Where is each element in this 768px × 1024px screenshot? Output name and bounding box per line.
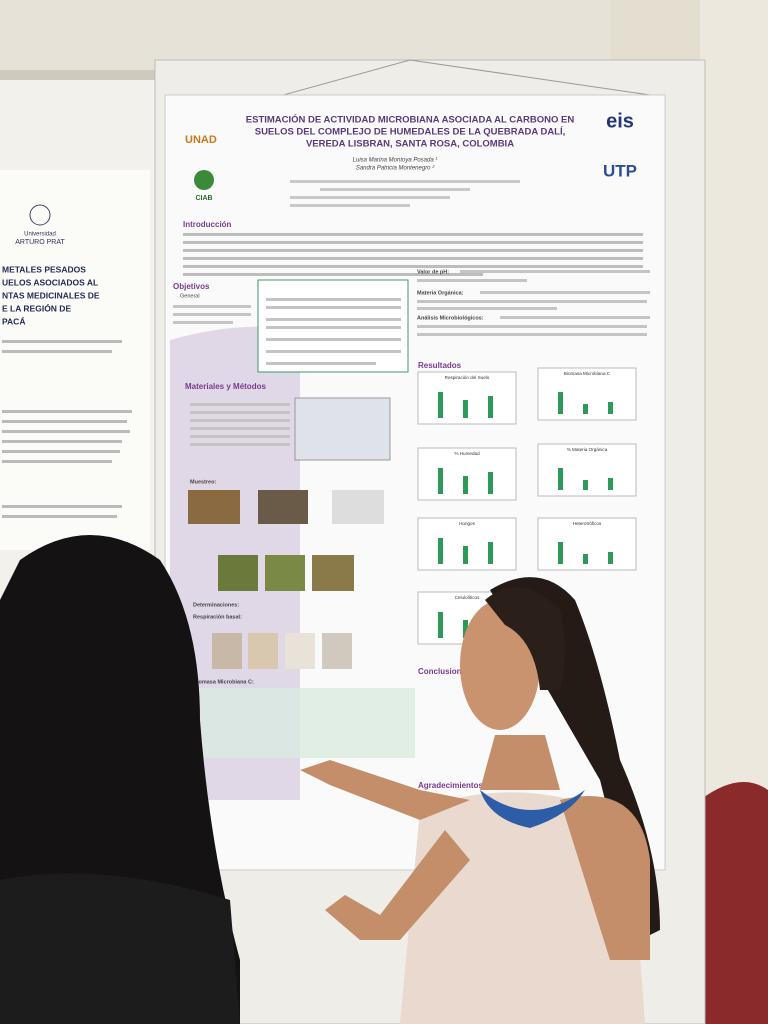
chart-bar-image — [558, 542, 563, 564]
chart-title: % Materia Orgánica — [567, 447, 608, 452]
subheading: Respiración basal: — [193, 614, 242, 620]
left-title: E LA REGIÓN DE — [2, 302, 71, 313]
logo-text: eis — [606, 110, 634, 132]
section-heading: Materiales y Métodos — [185, 382, 266, 391]
map — [294, 397, 391, 461]
subheading: Muestreo: — [190, 479, 216, 485]
biomass-box — [185, 688, 415, 758]
chart-bar-image — [488, 472, 493, 494]
subheading: General — [180, 293, 200, 299]
chart-title: Biomasa Microbiana C — [564, 371, 611, 376]
chart-bar-image — [488, 396, 493, 418]
chart-bar-image — [558, 392, 563, 414]
chart-bar-image — [438, 538, 443, 564]
subheading: Determinaciones: — [193, 602, 239, 608]
chart-bar-image — [463, 476, 468, 494]
chart-bar-image — [608, 402, 613, 414]
section-heading: Introducción — [183, 220, 232, 229]
poster-title: SUELOS DEL COMPLEJO DE HUMEDALES DE LA Q… — [255, 127, 566, 138]
subheading: Análisis Microbiológicos: — [417, 315, 484, 321]
chart-title: Heterotróficos — [573, 521, 602, 526]
chart-bar-image — [583, 480, 588, 490]
chart-bar-image — [583, 554, 588, 564]
right-text — [417, 270, 650, 336]
poster-title: ESTIMACIÓN DE ACTIVIDAD MICROBIANA ASOCI… — [246, 114, 575, 126]
methods-text — [190, 403, 290, 446]
logo-text: UTP — [603, 161, 637, 180]
author: Luisa Marina Montoya Posada ¹ — [353, 158, 438, 164]
left-title: NTAS MEDICINALES DE — [2, 290, 100, 300]
chart-bar-image — [583, 404, 588, 414]
left-title: METALES PESADOS — [2, 264, 86, 274]
logo-text: CIAB — [195, 195, 212, 202]
chart-title: Respiración del Suelo — [445, 375, 490, 380]
chart-title: Hongos — [459, 521, 476, 526]
chart-bar-image — [463, 546, 468, 564]
left-title: PACÁ — [2, 316, 25, 326]
section-heading: Conclusiones — [418, 667, 471, 676]
chart-bar-image — [488, 542, 493, 564]
chart-bar-image — [438, 612, 443, 638]
subheading: Materia Orgánica: — [417, 290, 464, 296]
author: Sandra Patricia Montenegro ² — [356, 166, 435, 172]
chart-title: Celulolíticos — [455, 595, 480, 600]
subheading: Valor de pH: — [417, 269, 449, 275]
chart-bar-image — [438, 392, 443, 418]
sample-photos — [188, 490, 384, 591]
poster-title: VEREDA LISBRAN, SANTA ROSA, COLOMBIA — [306, 139, 514, 150]
left-title: UELOS ASOCIADOS AL — [2, 277, 98, 287]
university: ARTURO PRAT — [15, 239, 65, 246]
chart-bar-image — [463, 620, 468, 638]
section-heading: Agradecimientos — [418, 781, 483, 790]
presenter — [300, 577, 660, 1024]
chair — [700, 782, 768, 1024]
left-poster — [0, 170, 150, 550]
section-heading: Objetivos — [173, 282, 210, 291]
logo-text: UNAD — [185, 134, 217, 146]
chart-bar-image — [558, 468, 563, 490]
left-logo — [29, 204, 51, 226]
university: Universidad — [24, 232, 56, 238]
chart-title: % Humedad — [454, 451, 480, 456]
intro-text — [183, 233, 643, 276]
left-text-lines — [2, 340, 132, 518]
viewer — [0, 535, 240, 1024]
result-charts: Respiración del Suelo Biomasa Microbiana … — [417, 367, 637, 645]
subheading: Biomasa Microbiana C: — [193, 679, 254, 685]
objective-text — [173, 298, 401, 365]
chart-bar-image — [463, 400, 468, 418]
chart-bar-image — [438, 468, 443, 494]
section-heading: Resultados — [418, 361, 462, 370]
affiliation-lines — [290, 180, 520, 207]
chart-bar-image — [608, 478, 613, 490]
logo-icon — [194, 170, 214, 190]
lab-photos — [212, 633, 352, 669]
chart-bar-image — [608, 552, 613, 564]
